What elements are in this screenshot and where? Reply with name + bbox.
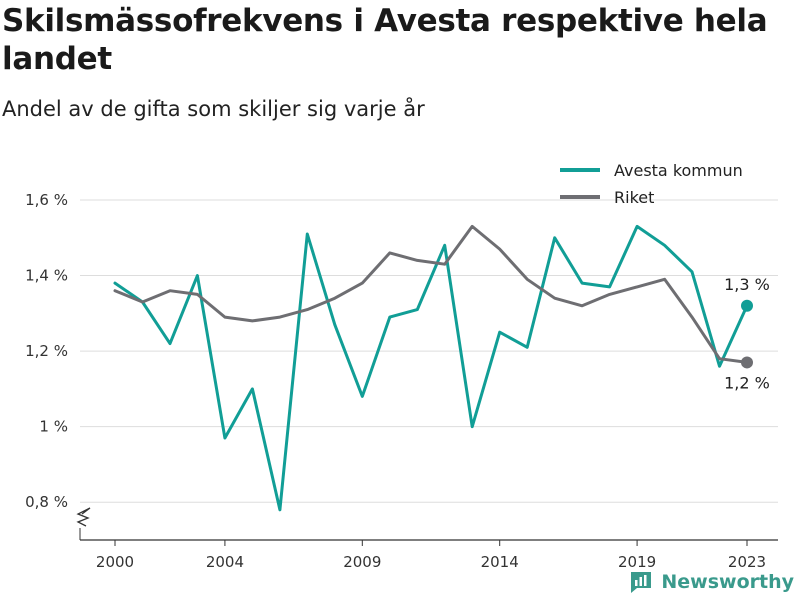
end-point <box>741 299 753 312</box>
chart-subtitle: Andel av de gifta som skiljer sig varje … <box>2 97 425 121</box>
bar-chart-icon <box>631 572 652 593</box>
newsworthy-logo: Newsworthy <box>629 570 794 594</box>
end-markers: 1,3 % 1,2 % <box>724 275 770 393</box>
chart-title: Skilsmässofrekvens i Avesta respektive h… <box>2 3 768 77</box>
x-tick-label: 2023 <box>728 553 766 571</box>
axis-break-icon <box>76 507 91 527</box>
y-axis: 0,8 % 1 % 1,2 % 1,4 % 1,6 % <box>25 191 91 540</box>
x-tick-label: 2019 <box>618 553 656 571</box>
legend-label: Riket <box>614 188 654 207</box>
y-tick-label: 0,8 % <box>25 493 68 511</box>
series-lines <box>113 224 749 512</box>
y-tick-label: 1 % <box>39 418 68 436</box>
series-line-avesta <box>113 224 749 512</box>
x-tick-label: 2004 <box>206 553 244 571</box>
end-value-label: 1,3 % <box>724 275 770 294</box>
legend: Avesta kommun Riket <box>560 161 743 207</box>
gridlines <box>80 199 778 503</box>
x-axis: 2000 2004 2009 2014 2019 2023 <box>80 539 778 571</box>
x-tick-label: 2014 <box>481 553 519 571</box>
end-value-label: 1,2 % <box>724 373 770 392</box>
y-tick-label: 1,2 % <box>25 342 68 360</box>
y-tick-label: 1,6 % <box>25 191 68 209</box>
series-line-riket <box>113 224 749 364</box>
x-tick-label: 2000 <box>96 553 134 571</box>
legend-label: Avesta kommun <box>614 161 743 180</box>
end-point <box>741 356 753 369</box>
brand-name: Newsworthy <box>661 571 794 593</box>
y-tick-label: 1,4 % <box>25 267 68 285</box>
x-tick-label: 2009 <box>343 553 381 571</box>
